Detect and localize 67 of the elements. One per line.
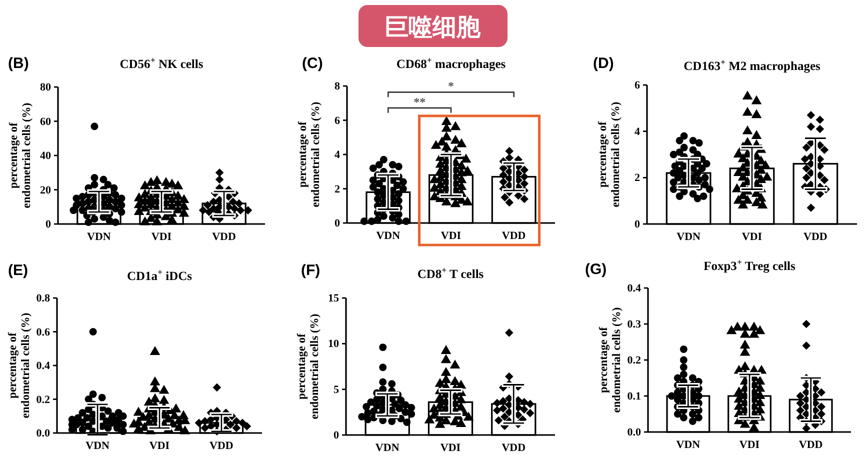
x-tick-label: VDN bbox=[375, 442, 400, 454]
y-tick-label: 0.2 bbox=[627, 354, 642, 367]
x-tick-label: VDD bbox=[502, 230, 526, 242]
chart-title: Foxp3$^{+}$ Treg cells bbox=[704, 257, 796, 273]
chart-title: CD56$^{+}$ NK cells bbox=[120, 55, 204, 71]
text: (F) bbox=[301, 262, 320, 279]
text: (B) bbox=[8, 55, 29, 72]
y-axis-title: percentage of endometrial cells (%) bbox=[598, 307, 623, 413]
y-tick-label: 0 bbox=[334, 430, 340, 442]
x-tick-label: VDN bbox=[376, 230, 400, 242]
y-tick-label: 40 bbox=[40, 150, 52, 162]
y-tick-label: 2 bbox=[634, 172, 640, 184]
y-tick-label: 80 bbox=[40, 82, 52, 94]
y-tick-label: 0.2 bbox=[36, 394, 50, 406]
y-tick-label: 20 bbox=[40, 184, 52, 196]
x-tick-label: VDN bbox=[676, 438, 700, 451]
chart-title: CD163$^{+}$ M2 macrophages bbox=[684, 57, 820, 73]
y-tick-label: 6 bbox=[334, 114, 340, 127]
x-tick-label: VDD bbox=[210, 440, 234, 452]
y-tick-label: 0.0 bbox=[36, 428, 50, 440]
y-tick-label: 10 bbox=[328, 338, 340, 350]
y-tick-label: 0.4 bbox=[36, 360, 50, 372]
y-tick-label: 0.3 bbox=[627, 318, 642, 331]
x-tick-label: VDI bbox=[742, 230, 762, 243]
text: (E) bbox=[8, 262, 28, 279]
annotation: * bbox=[448, 79, 454, 94]
y-tick-label: 15 bbox=[328, 292, 340, 305]
y-axis-title: percentage of endometrial cells (%) bbox=[597, 102, 622, 208]
y-tick-label: 0.1 bbox=[627, 390, 641, 403]
x-tick-label: VDD bbox=[804, 230, 828, 243]
y-tick-label: 0.0 bbox=[627, 426, 642, 439]
chart-title: CD1a$^{+}$ iDCs bbox=[126, 267, 192, 283]
x-tick-label: VDD bbox=[798, 438, 823, 451]
x-tick-label: VDI bbox=[440, 230, 462, 242]
y-axis-title: percentage of endometrial cells (%) bbox=[7, 312, 32, 418]
y-tick-label: 4 bbox=[334, 149, 340, 162]
x-tick-label: VDI bbox=[440, 442, 461, 454]
x-tick-label: VDI bbox=[149, 440, 170, 452]
y-axis-title: percentage of endometrial cells (%) bbox=[296, 314, 321, 420]
y-tick-label: 2 bbox=[334, 183, 340, 196]
y-tick-label: 0 bbox=[46, 218, 52, 231]
y-tick-label: 0 bbox=[334, 218, 340, 230]
y-axis-title: percentage of endometrial cells (%) bbox=[8, 102, 33, 208]
text: 巨噬细胞 bbox=[384, 13, 482, 41]
annotation: ** bbox=[414, 94, 426, 109]
x-tick-label: VDD bbox=[212, 230, 236, 243]
y-axis-title: percentage of endometrial cells (%) bbox=[297, 102, 322, 208]
x-tick-label: VDI bbox=[739, 438, 760, 451]
y-tick-label: 0.8 bbox=[36, 292, 50, 305]
x-tick-label: VDN bbox=[86, 440, 110, 452]
y-tick-label: 0.4 bbox=[627, 282, 642, 295]
x-tick-label: VDD bbox=[502, 442, 526, 454]
text: (C) bbox=[302, 55, 323, 72]
text: (G) bbox=[585, 261, 607, 278]
x-tick-label: VDI bbox=[151, 230, 172, 243]
y-tick-label: 8 bbox=[334, 80, 340, 93]
text: (D) bbox=[593, 55, 614, 72]
y-tick-label: 4 bbox=[634, 126, 640, 138]
chart-title: CD68$^{+}$ macrophages bbox=[396, 55, 506, 71]
chart-title: CD8$^{+}$ T cells bbox=[417, 265, 484, 281]
y-tick-label: 60 bbox=[40, 116, 52, 128]
y-tick-label: 0 bbox=[634, 218, 640, 231]
y-tick-label: 6 bbox=[634, 80, 640, 92]
y-tick-label: 5 bbox=[334, 384, 340, 396]
x-tick-label: VDN bbox=[676, 230, 701, 243]
x-tick-label: VDN bbox=[87, 230, 111, 243]
y-tick-label: 0.6 bbox=[36, 326, 50, 338]
